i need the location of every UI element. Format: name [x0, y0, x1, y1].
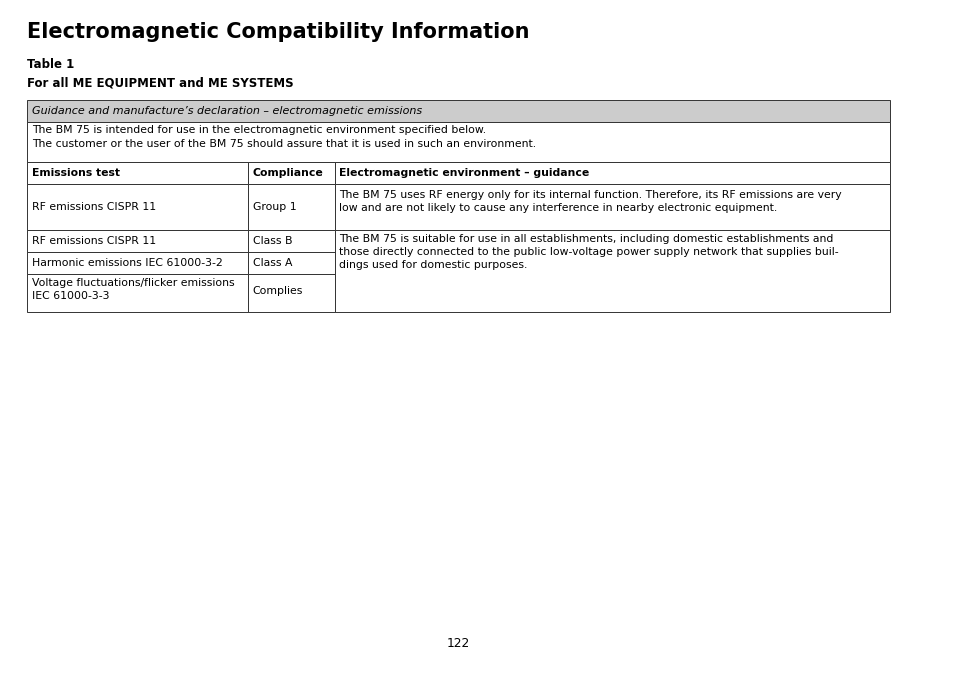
Text: dings used for domestic purposes.: dings used for domestic purposes. — [339, 260, 527, 270]
Bar — [27, 252, 248, 274]
Bar — [27, 122, 889, 162]
Text: Class B: Class B — [253, 236, 292, 246]
Bar — [27, 184, 248, 230]
Text: Complies: Complies — [253, 286, 303, 296]
Bar — [248, 162, 335, 184]
Text: Group 1: Group 1 — [253, 202, 296, 212]
Bar — [27, 230, 248, 252]
Text: IEC 61000-3-3: IEC 61000-3-3 — [31, 291, 109, 301]
Text: Guidance and manufacture’s declaration – electromagnetic emissions: Guidance and manufacture’s declaration –… — [31, 106, 421, 116]
Text: Table 1: Table 1 — [27, 58, 74, 71]
Text: Harmonic emissions IEC 61000-3-2: Harmonic emissions IEC 61000-3-2 — [31, 258, 222, 268]
Text: Emissions test: Emissions test — [31, 168, 119, 178]
Bar — [248, 184, 335, 230]
Bar — [248, 230, 335, 252]
Text: Voltage fluctuations/flicker emissions: Voltage fluctuations/flicker emissions — [31, 278, 234, 288]
Text: 122: 122 — [447, 637, 470, 650]
Text: RF emissions CISPR 11: RF emissions CISPR 11 — [31, 202, 155, 212]
Bar — [27, 100, 889, 122]
Text: The BM 75 is suitable for use in all establishments, including domestic establis: The BM 75 is suitable for use in all est… — [339, 234, 833, 244]
Text: Electromagnetic Compatibility Information: Electromagnetic Compatibility Informatio… — [27, 22, 529, 42]
Text: Class A: Class A — [253, 258, 292, 268]
Bar — [248, 252, 335, 274]
Text: The BM 75 is intended for use in the electromagnetic environment specified below: The BM 75 is intended for use in the ele… — [31, 125, 485, 135]
Bar — [248, 274, 335, 312]
Text: RF emissions CISPR 11: RF emissions CISPR 11 — [31, 236, 155, 246]
Text: Electromagnetic environment – guidance: Electromagnetic environment – guidance — [339, 168, 589, 178]
Text: low and are not likely to cause any interference in nearby electronic equipment.: low and are not likely to cause any inte… — [339, 203, 777, 213]
Text: The customer or the user of the BM 75 should assure that it is used in such an e: The customer or the user of the BM 75 sh… — [31, 139, 536, 149]
Text: Compliance: Compliance — [253, 168, 323, 178]
Bar — [335, 162, 889, 184]
Bar — [27, 162, 248, 184]
Bar — [335, 184, 889, 230]
Text: those directly connected to the public low-voltage power supply network that sup: those directly connected to the public l… — [339, 247, 838, 257]
Text: The BM 75 uses RF energy only for its internal function. Therefore, its RF emiss: The BM 75 uses RF energy only for its in… — [339, 190, 841, 200]
Bar — [27, 274, 248, 312]
Text: For all ME EQUIPMENT and ME SYSTEMS: For all ME EQUIPMENT and ME SYSTEMS — [27, 76, 294, 89]
Bar — [335, 230, 889, 312]
